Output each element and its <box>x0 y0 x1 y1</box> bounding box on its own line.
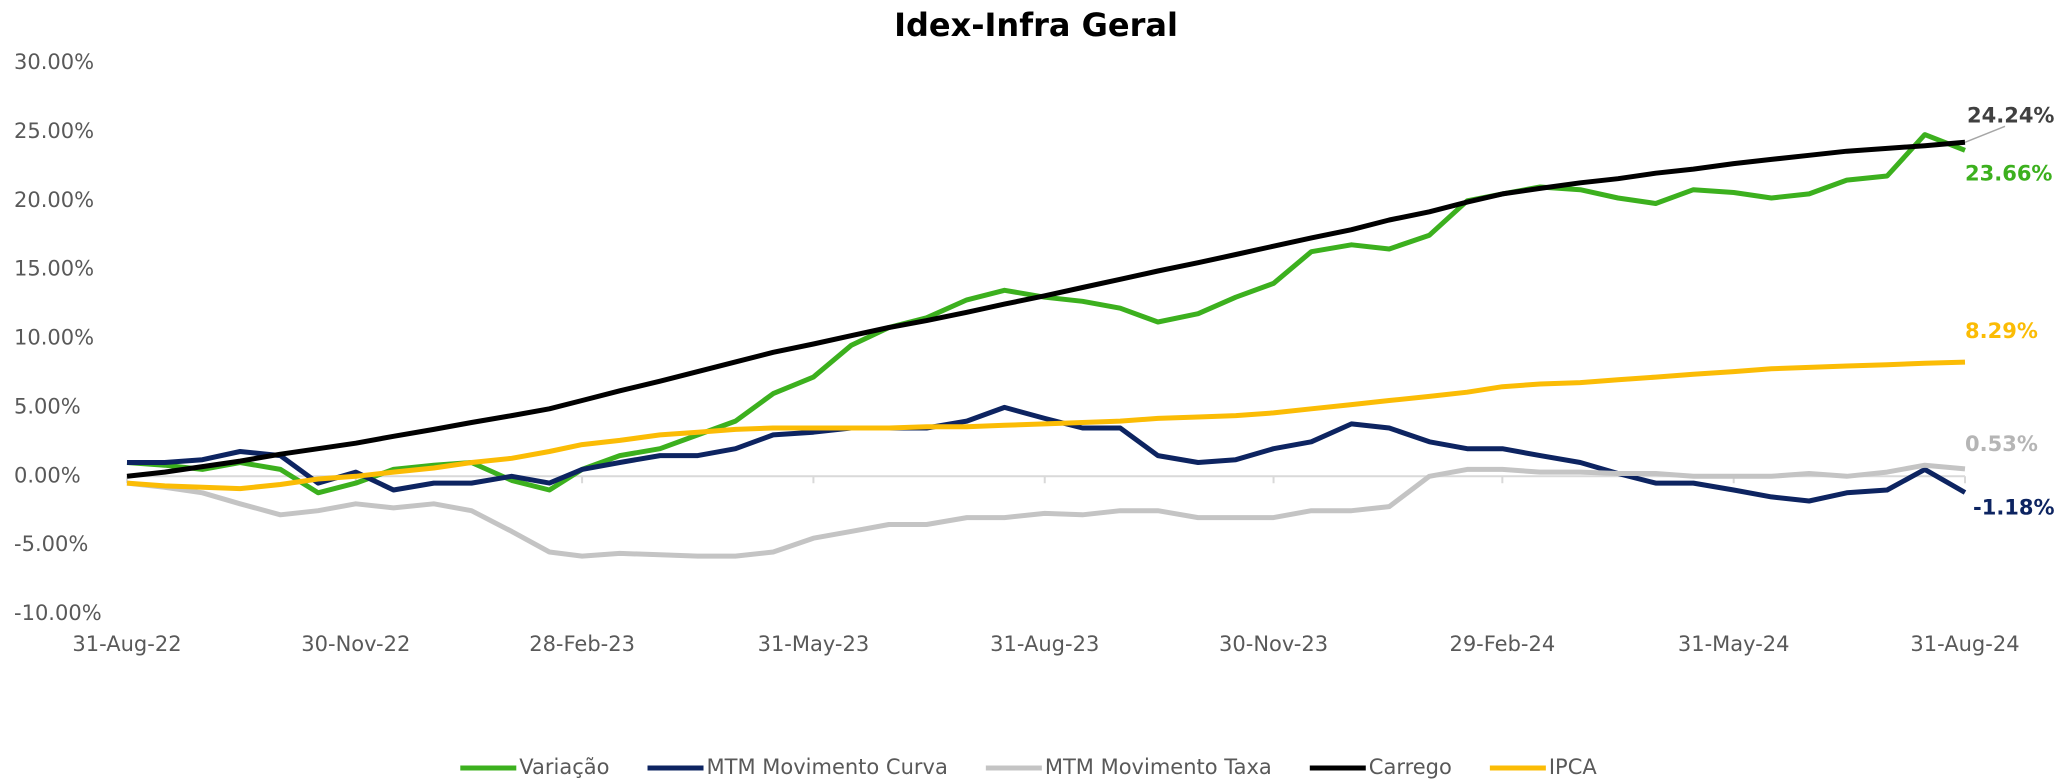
y-tick-label: -10.00% <box>14 601 102 625</box>
chart-title: Idex-Infra Geral <box>894 6 1178 44</box>
x-tick-label: 30-Nov-23 <box>1219 632 1328 656</box>
legend: Variação MTM Movimento Curva MTM Movimento… <box>460 755 1597 779</box>
series-line <box>127 404 1967 504</box>
y-tick-label: 25.00% <box>14 119 94 143</box>
x-tick-label: 30-Nov-22 <box>301 632 410 656</box>
y-tick-label: -5.00% <box>14 532 88 556</box>
legend-label: MTM Movimento Curva <box>707 755 948 779</box>
y-tick-label: 10.00% <box>14 326 94 350</box>
end-label: 24.24% <box>1967 103 2054 127</box>
end-label: 23.66% <box>1965 161 2052 185</box>
x-tick-label: 31-Aug-22 <box>72 632 181 656</box>
x-tick-label: 31-May-24 <box>1678 632 1790 656</box>
x-tick-label: 31-May-23 <box>758 632 870 656</box>
end-label: 0.53% <box>1965 432 2038 456</box>
x-tick-label: 31-Aug-24 <box>1910 632 2019 656</box>
legend-label: Carrego <box>1369 755 1452 779</box>
series-line <box>126 132 1966 496</box>
y-tick-label: 15.00% <box>14 257 94 281</box>
leader-line <box>1964 125 2006 144</box>
end-label: 8.29% <box>1965 319 2038 343</box>
series-line <box>126 139 1966 479</box>
x-tick-label: 31-Aug-23 <box>990 632 1099 656</box>
x-tick-label: 29-Feb-24 <box>1449 632 1555 656</box>
end-label: -1.18% <box>1973 496 2055 520</box>
y-tick-label: 5.00% <box>14 394 81 418</box>
y-tick-label: 20.00% <box>14 188 94 212</box>
y-tick-label: 30.00% <box>14 50 94 74</box>
y-tick-label: 0.00% <box>14 463 81 487</box>
series-line <box>126 462 1966 559</box>
series-line <box>126 359 1966 492</box>
legend-label: Variação <box>519 755 609 779</box>
legend-label: IPCA <box>1549 755 1598 779</box>
x-tick-label: 28-Feb-23 <box>529 632 635 656</box>
legend-label: MTM Movimento Taxa <box>1045 755 1272 779</box>
